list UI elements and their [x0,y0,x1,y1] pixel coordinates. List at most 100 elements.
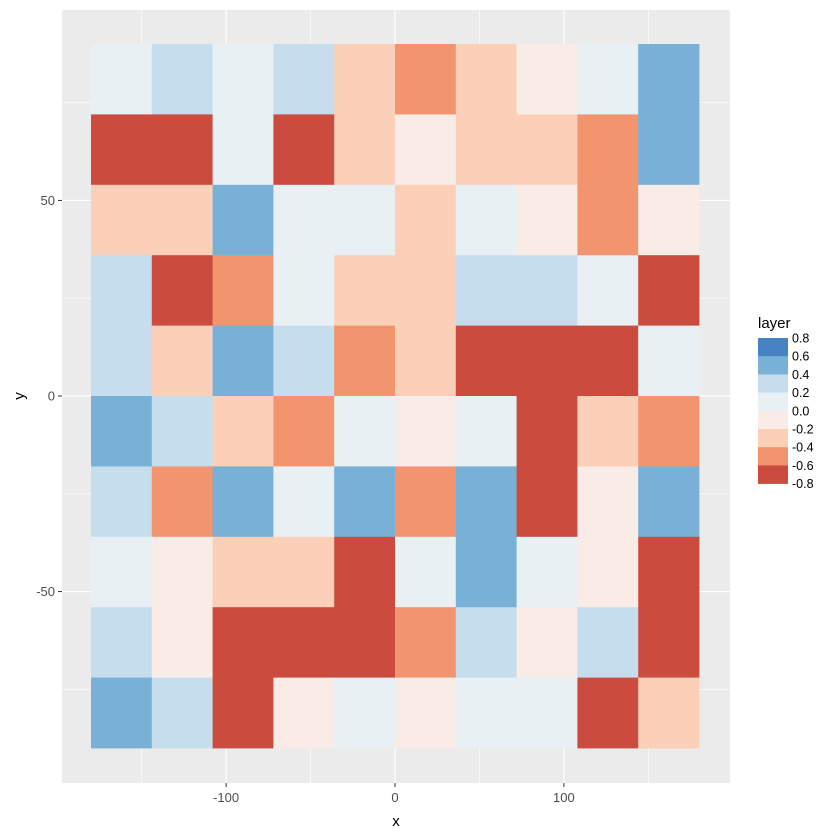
heatmap-tile [395,536,457,608]
x-tick-label: 100 [553,790,575,805]
heatmap-tile [212,255,274,326]
x-tick-label: 0 [391,790,398,805]
heatmap-tile [638,184,700,256]
heatmap-tile [273,44,335,115]
heatmap-tile [151,184,213,256]
heatmap-tile [455,466,517,538]
heatmap-tile [516,396,578,467]
heatmap-tile [151,396,213,467]
heatmap-tile [516,184,578,256]
heatmap-tile [516,255,578,326]
heatmap-tile [516,325,578,397]
heatmap-tile [334,255,396,326]
legend-key [758,356,788,375]
legend-key [758,429,788,448]
heatmap-tile [455,184,517,256]
heatmap-tile [577,466,639,538]
heatmap-tile [91,536,153,608]
legend-key [758,338,788,357]
heatmap-tile [395,607,457,678]
heatmap-tile [212,114,274,186]
heatmap-tile [334,466,396,538]
heatmap-tile [577,536,639,608]
heatmap-tile [212,184,274,256]
y-tick-label: 50 [41,193,55,208]
heatmap-tile [395,114,457,186]
heatmap-tile [91,184,153,256]
heatmap-tile [455,44,517,115]
heatmap-tile [334,607,396,678]
heatmap-tile [455,255,517,326]
legend-label: -0.8 [792,477,814,491]
heatmap-tile [334,677,396,749]
heatmap-tile [273,607,335,678]
heatmap-tile [91,325,153,397]
legend-key [758,447,788,466]
heatmap-tile [516,536,578,608]
y-tick-label: -50 [36,584,55,599]
heatmap-tile [91,396,153,467]
heatmap-tile [516,607,578,678]
heatmap-tile [212,536,274,608]
heatmap-tile [577,255,639,326]
legend-key [758,392,788,412]
legend-key [758,465,788,484]
heatmap-tile [455,325,517,397]
heatmap-tile [395,325,457,397]
legend-label: -0.4 [792,441,814,455]
heatmap-tile [455,396,517,467]
heatmap-tile [91,255,153,326]
heatmap-tile [273,396,335,467]
heatmap-tile [455,114,517,186]
heatmap-tile [395,44,457,115]
heatmap-tile [273,184,335,256]
heatmap-tile [395,255,457,326]
heatmap-tile [151,536,213,608]
legend-label: -0.2 [792,423,814,437]
heatmap-tile [212,396,274,467]
heatmap-tile [577,325,639,397]
heatmap-tile [577,44,639,115]
heatmap-tile [212,677,274,749]
heatmap-tile [273,255,335,326]
heatmap-tile [455,536,517,608]
heatmap-tile [334,325,396,397]
heatmap-tiles [91,44,700,749]
y-tick-label: 0 [48,389,55,404]
heatmap-tile [91,114,153,186]
heatmap-tile [151,607,213,678]
heatmap-tile [334,536,396,608]
heatmap-tile [151,114,213,186]
heatmap-tile [334,184,396,256]
heatmap-tile [212,44,274,115]
legend-keys [758,338,788,484]
legend-key [758,410,788,430]
x-axis-title: x [392,813,400,830]
heatmap-tile [212,466,274,538]
heatmap-tile [577,607,639,678]
legend: layer 0.8 0.6 0.4 0.2 0.0 -0.2 -0.4 -0.6 -0.8 [758,315,814,491]
heatmap-tile [638,466,700,538]
heatmap-tile [273,325,335,397]
heatmap-tile [638,114,700,186]
legend-labels: 0.8 0.6 0.4 0.2 0.0 -0.2 -0.4 -0.6 -0.8 [792,332,814,492]
heatmap-tile [334,114,396,186]
heatmap-tile [212,325,274,397]
heatmap-tile [151,677,213,749]
heatmap-tile [395,184,457,256]
heatmap-tile [516,44,578,115]
heatmap-tile [395,677,457,749]
heatmap-tile [455,677,517,749]
heatmap-tile [638,607,700,678]
x-axis: -100 0 100 [213,783,575,805]
heatmap-tile [638,536,700,608]
y-axis-title: y [11,392,28,400]
legend-label: 0.0 [792,404,809,418]
heatmap-tile [91,44,153,115]
heatmap-tile [577,677,639,749]
heatmap-tile [151,466,213,538]
heatmap-tile [334,396,396,467]
heatmap-tile [638,396,700,467]
heatmap-tile [273,466,335,538]
heatmap-tile [516,466,578,538]
